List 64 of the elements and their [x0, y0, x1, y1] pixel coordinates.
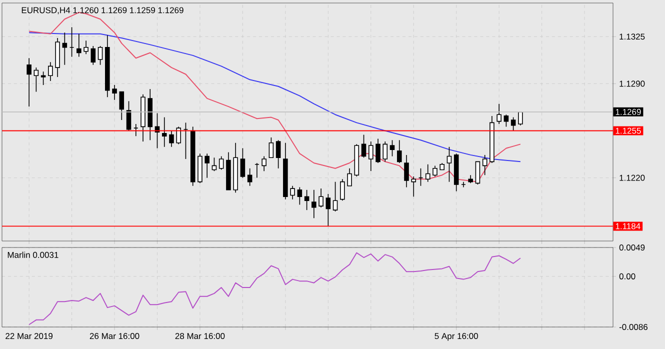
candlestick: [34, 67, 39, 92]
candlestick: [432, 165, 438, 177]
candlestick: [411, 176, 416, 198]
x-tick-label: 28 Mar 16:00: [175, 333, 225, 340]
x-tick-label: 26 Mar 16:00: [90, 333, 140, 340]
candlestick: [169, 130, 174, 148]
candlestick: [218, 156, 224, 170]
candlestick: [304, 190, 310, 210]
candlestick: [326, 194, 331, 227]
y-tick-label: 1.1220: [620, 174, 645, 181]
candlestick: [510, 116, 516, 132]
candlestick: [347, 168, 352, 186]
candlestick: [76, 34, 82, 58]
candlestick: [212, 157, 217, 172]
candlestick: [446, 146, 452, 182]
candlestick: [204, 153, 210, 178]
ref-line-label: 1.1255: [616, 128, 641, 134]
x-tick-label: 5 Apr 16:00: [434, 333, 478, 341]
candlestick: [268, 137, 274, 158]
candlestick: [262, 156, 266, 172]
candlestick: [247, 168, 252, 186]
candlestick: [98, 46, 103, 66]
candlestick: [518, 112, 523, 126]
ref-line-label: 1.1184: [616, 223, 640, 230]
candlestick: [48, 62, 53, 82]
candlestick: [119, 91, 124, 120]
chart-title: Marlin 0.0031: [8, 252, 58, 258]
candlestick: [382, 141, 388, 162]
candlestick: [332, 181, 338, 212]
candlestick: [496, 103, 502, 124]
candlestick: [312, 190, 316, 219]
candlestick: [297, 186, 302, 206]
candlestick: [290, 185, 295, 200]
candlestick: [176, 126, 182, 145]
candlestick: [90, 46, 96, 66]
candlestick: [62, 32, 68, 66]
candlestick: [112, 84, 117, 100]
candlestick: [240, 148, 246, 178]
candlestick: [84, 40, 88, 54]
candlestick: [361, 134, 366, 158]
y-tick-label: 1.1290: [620, 80, 645, 87]
y-tick-label: -0.0086: [619, 324, 648, 330]
y-tick-label: 0.0049: [619, 244, 645, 251]
candlestick: [368, 141, 374, 172]
ref-line-label: 1.1269: [616, 108, 641, 115]
candlestick: [40, 71, 46, 86]
candlestick: [162, 116, 167, 148]
chart-title: EURUSD,H4 1.1260 1.1269 1.1259 1.1269: [22, 7, 184, 14]
y-tick-label: 1.1325: [620, 34, 645, 40]
candlestick: [126, 100, 132, 132]
candlestick: [396, 140, 402, 164]
y-tick-label: 0.00: [619, 273, 636, 280]
candlestick: [26, 58, 32, 107]
candlestick: [482, 154, 488, 176]
candlestick: [390, 140, 395, 157]
x-tick-label: 22 Mar 2019: [6, 333, 53, 340]
candlestick: [376, 138, 380, 164]
candlestick: [340, 178, 345, 202]
candlestick: [475, 161, 480, 185]
candlestick: [318, 188, 324, 208]
candlestick: [404, 154, 409, 188]
candlestick: [504, 114, 509, 128]
candlestick: [425, 164, 430, 182]
candlestick: [276, 140, 281, 169]
